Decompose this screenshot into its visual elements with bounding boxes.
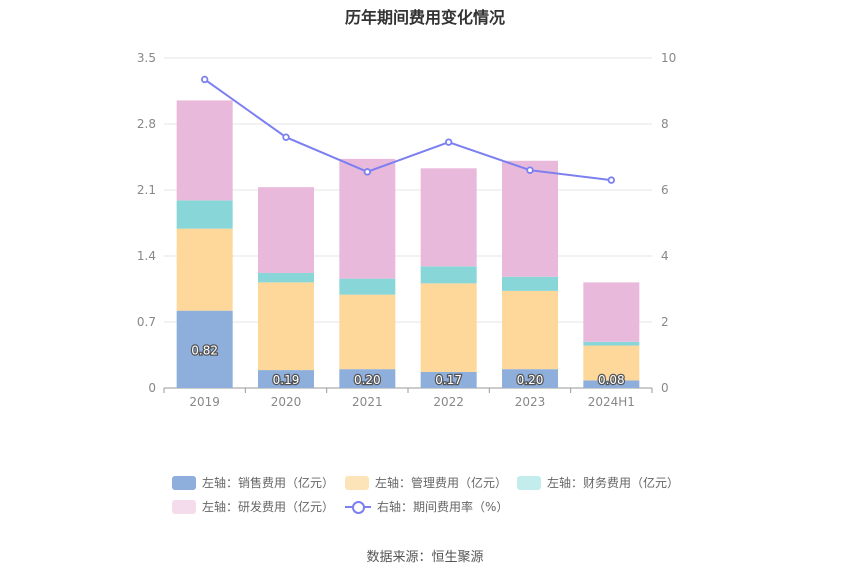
y-left-tick-label: 2.8	[137, 117, 156, 131]
y-right-tick-label: 8	[661, 117, 669, 131]
bar-segment-sales	[420, 371, 477, 388]
y-right-tick-label: 2	[661, 315, 669, 329]
y-left-tick-label: 1.4	[137, 249, 156, 263]
legend-label-finance: 左轴：财务费用（亿元）	[547, 476, 680, 490]
bar-segment-admin	[339, 294, 396, 370]
legend-item-sales[interactable]: 左轴：销售费用（亿元）	[172, 474, 334, 491]
bar-segment-admin	[502, 290, 558, 370]
data-label: 0.20	[517, 373, 544, 387]
expense-rate-point	[282, 133, 290, 141]
legend-item-admin[interactable]: 左轴：管理费用（亿元）	[345, 474, 507, 491]
y-left-tick-label: 2.1	[137, 183, 156, 197]
bar-segment-sales	[176, 310, 233, 388]
legend-label-rd: 左轴：研发费用（亿元）	[202, 500, 335, 514]
bar-segment-finance	[583, 341, 640, 346]
bar-segment-admin	[258, 282, 314, 371]
legend-swatch-sales	[172, 475, 196, 490]
bar-segment-admin	[583, 345, 640, 381]
expense-rate-point	[200, 75, 209, 84]
bar-segment-rd	[583, 282, 640, 342]
expense-rate-line	[204, 78, 612, 182]
y-left-tick-label: 3.5	[137, 51, 156, 65]
bar-segment-finance	[176, 200, 233, 229]
legend-swatch-rd	[172, 499, 196, 514]
bar-segment-rd	[176, 100, 233, 201]
x-tick-label: 2020	[271, 395, 302, 409]
bar-segment-rd	[339, 158, 396, 279]
legend-label-admin: 左轴：管理费用（亿元）	[375, 476, 508, 490]
expense-rate-point	[363, 168, 372, 176]
bar-segment-rd	[420, 168, 477, 267]
bar-segment-sales	[583, 380, 640, 388]
x-tick-label: 2019	[189, 395, 220, 409]
data-label: 0.19	[273, 373, 300, 387]
data-label: 0.20	[354, 373, 381, 387]
legend-line-marker-icon	[345, 500, 371, 514]
x-tick-label: 2021	[352, 395, 383, 409]
y-right-tick-label: 4	[661, 249, 669, 263]
bar-segment-sales	[339, 369, 396, 388]
legend-label-sales: 左轴：销售费用（亿元）	[202, 476, 335, 490]
expense-rate-point	[526, 166, 534, 174]
legend-swatch-admin	[345, 475, 369, 490]
bar-segment-admin	[420, 283, 477, 372]
bar-segment-sales	[258, 370, 314, 388]
bar-segment-sales	[502, 369, 558, 388]
y-right-tick-label: 10	[661, 51, 676, 65]
data-label: 0.08	[598, 373, 625, 387]
y-right-tick-label: 6	[661, 183, 669, 197]
data-label: 0.82	[191, 343, 218, 357]
expense-rate-point	[444, 138, 453, 146]
expense-rate-point	[607, 176, 616, 184]
bar-segment-admin	[176, 228, 233, 311]
bar-segment-finance	[258, 272, 314, 283]
y-left-tick-label: 0	[148, 381, 156, 395]
x-tick-label: 2022	[433, 395, 464, 409]
legend-item-expense-rate[interactable]: 右轴：期间费用率（%）	[345, 498, 508, 515]
legend-label-expense-rate: 右轴：期间费用率（%）	[377, 500, 509, 514]
bar-segment-finance	[420, 266, 477, 284]
chart-title: 历年期间费用变化情况	[344, 8, 505, 27]
data-source: 数据来源：恒生聚源	[366, 550, 484, 565]
legend-item-finance[interactable]: 左轴：财务费用（亿元）	[517, 474, 679, 491]
x-tick-label: 2023	[515, 395, 546, 409]
x-tick-label: 2024H1	[588, 395, 635, 409]
data-label: 0.17	[435, 373, 462, 387]
legend-swatch-finance	[517, 475, 541, 490]
bar-segment-finance	[339, 278, 396, 295]
y-right-tick-label: 0	[661, 381, 669, 395]
bar-segment-rd	[258, 187, 314, 273]
legend-item-rd[interactable]: 左轴：研发费用（亿元）	[172, 498, 334, 515]
bar-segment-rd	[502, 160, 558, 277]
y-left-tick-label: 0.7	[137, 315, 156, 329]
bar-segment-finance	[502, 276, 558, 291]
